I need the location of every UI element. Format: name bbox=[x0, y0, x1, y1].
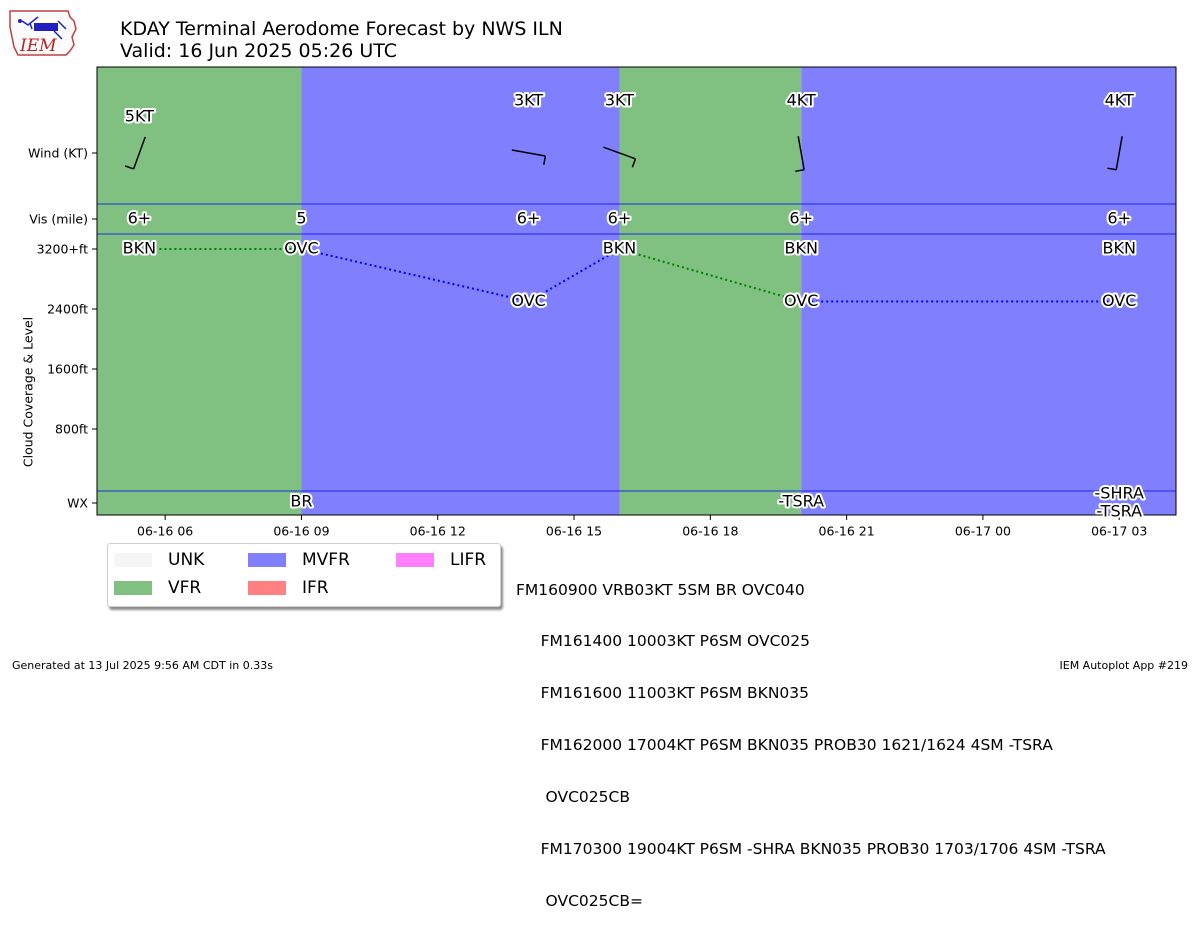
x-tick-label: 06-16 18 bbox=[682, 524, 738, 539]
wx-label: BR bbox=[290, 492, 312, 511]
wind-barb-flag bbox=[795, 169, 805, 173]
taf-line: FM160900 VRB03KT 5SM BR OVC040 bbox=[516, 580, 805, 599]
wind-barb bbox=[132, 136, 146, 170]
legend-swatch-ifr bbox=[248, 581, 286, 595]
x-tick-label: 06-17 00 bbox=[955, 524, 1011, 539]
cloud-label: BKN bbox=[603, 239, 636, 258]
footer-app: IEM Autoplot App #219 bbox=[1059, 659, 1189, 672]
x-tick-label: 06-16 12 bbox=[410, 524, 466, 539]
wind-barb bbox=[511, 149, 546, 157]
legend-item-vfr: VFR bbox=[114, 577, 201, 599]
taf-line: FM161400 10003KT P6SM OVC025 bbox=[516, 632, 810, 651]
wx-label: -TSRA bbox=[778, 492, 824, 511]
y-axis-title: Cloud Coverage & Level bbox=[21, 317, 36, 467]
taf-line: OVC025CB= bbox=[516, 891, 643, 910]
wind-barb bbox=[1115, 136, 1123, 170]
cloud-label: BKN bbox=[1102, 239, 1135, 258]
legend-item-unk: UNK bbox=[114, 549, 204, 571]
taf-line: FM162000 17004KT P6SM BKN035 PROB30 1621… bbox=[516, 736, 1053, 755]
cloud-line bbox=[301, 248, 529, 303]
wind-barb bbox=[603, 146, 636, 160]
wind-speed-label: 5KT bbox=[125, 107, 154, 126]
legend-item-lifr: LIFR bbox=[396, 549, 486, 571]
chart-title: KDAY Terminal Aerodome Forecast by NWS I… bbox=[120, 18, 563, 40]
x-tick-label: 06-16 21 bbox=[819, 524, 875, 539]
plot-frame bbox=[96, 66, 1177, 516]
legend-swatch-mvfr bbox=[248, 553, 286, 567]
cloud-label: OVC bbox=[284, 239, 318, 258]
y-label-vis: Vis (mile) bbox=[29, 212, 88, 227]
taf-line: FM170300 19004KT P6SM -SHRA BKN035 PROB3… bbox=[516, 840, 1106, 859]
wx-label: -TSRA bbox=[1096, 502, 1142, 521]
wx-label: -SHRA bbox=[1095, 484, 1144, 503]
wind-barb-flag bbox=[631, 158, 637, 168]
y-label-wind: Wind (KT) bbox=[28, 146, 88, 161]
vis-label: 5 bbox=[296, 209, 306, 228]
legend-item-mvfr: MVFR bbox=[248, 549, 350, 571]
vis-label: 6+ bbox=[789, 209, 813, 228]
cloud-label: OVC bbox=[1102, 291, 1136, 310]
taf-timeline-chart: Wind (KT) Vis (mile) WX 3200+ft 2400ft 1600ft… bbox=[21, 66, 1177, 539]
y-tick-label: 2400ft bbox=[47, 302, 88, 317]
cloud-line bbox=[619, 248, 802, 303]
legend-label-lifr: LIFR bbox=[450, 550, 487, 570]
category-span-mvfr bbox=[801, 67, 1176, 515]
vis-label: 6+ bbox=[608, 209, 632, 228]
y-tick-label: 800ft bbox=[55, 422, 88, 437]
wind-speed-label: 4KT bbox=[787, 91, 816, 110]
y-label-wx: WX bbox=[67, 496, 88, 511]
cloud-label: BKN bbox=[784, 239, 817, 258]
chart-subtitle: Valid: 16 Jun 2025 05:26 UTC bbox=[120, 40, 398, 62]
x-tick-label: 06-16 09 bbox=[273, 524, 329, 539]
y-tick-label: 1600ft bbox=[47, 362, 88, 377]
taf-line: OVC025CB bbox=[516, 788, 630, 807]
wind-speed-label: 3KT bbox=[514, 91, 543, 110]
cloud-label: OVC bbox=[784, 291, 818, 310]
wind-barb bbox=[797, 136, 805, 170]
vis-label: 6+ bbox=[1107, 209, 1131, 228]
legend-label-vfr: VFR bbox=[168, 578, 202, 598]
wind-barb-flag bbox=[1107, 167, 1117, 171]
legend-label-ifr: IFR bbox=[302, 578, 329, 598]
vis-label: 6+ bbox=[517, 209, 541, 228]
legend-swatch-unk bbox=[114, 553, 152, 567]
logo-text: IEM bbox=[19, 36, 57, 56]
wind-speed-label: 3KT bbox=[605, 91, 634, 110]
cloud-label: OVC bbox=[511, 291, 545, 310]
x-tick-label: 06-17 03 bbox=[1091, 524, 1147, 539]
legend-label-unk: UNK bbox=[168, 550, 205, 570]
legend-swatch-vfr bbox=[114, 581, 152, 595]
category-span-vfr bbox=[97, 67, 302, 515]
legend: UNK VFR MVFR IFR LIFR bbox=[107, 543, 501, 607]
legend-swatch-lifr bbox=[396, 553, 434, 567]
wind-barb-flag bbox=[543, 155, 547, 165]
legend-label-mvfr: MVFR bbox=[302, 550, 350, 570]
iem-logo: IEM bbox=[8, 7, 80, 59]
cloud-label: BKN bbox=[123, 239, 156, 258]
category-span-mvfr bbox=[301, 67, 620, 515]
footer-generated: Generated at 13 Jul 2025 9:56 AM CDT in … bbox=[12, 659, 273, 672]
wind-speed-label: 4KT bbox=[1105, 91, 1134, 110]
category-span-vfr bbox=[619, 67, 802, 515]
taf-line: FM161600 11003KT P6SM BKN035 bbox=[516, 684, 810, 703]
x-tick-label: 06-16 06 bbox=[137, 524, 193, 539]
wind-barb-flag bbox=[124, 165, 134, 170]
x-tick-label: 06-16 15 bbox=[546, 524, 602, 539]
vis-label: 6+ bbox=[128, 209, 152, 228]
taf-text: FM160900 VRB03KT 5SM BR OVC040 FM161400 … bbox=[516, 547, 1106, 928]
y-tick-label: 3200+ft bbox=[37, 242, 88, 257]
legend-item-ifr: IFR bbox=[248, 577, 329, 599]
